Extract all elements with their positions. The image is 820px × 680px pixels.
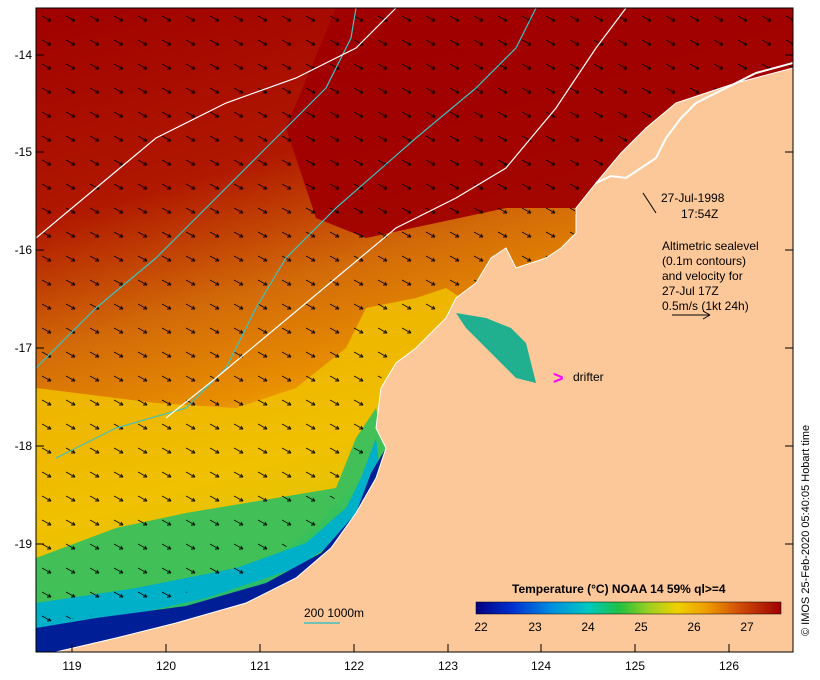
credit-label: © IMOS 25-Feb-2020 05:40:05 Hobart time <box>800 424 812 636</box>
map-time: 17:54Z <box>681 207 718 221</box>
colorbar <box>475 601 782 615</box>
lon-label-122: 122 <box>344 659 364 673</box>
drifter-label: drifter <box>573 370 604 384</box>
altimetry-line-4: 27-Jul 17Z <box>662 284 719 298</box>
altimetry-line-5: 0.5m/s (1kt 24h) <box>662 299 749 313</box>
lat-label-14: -14 <box>15 48 33 62</box>
colorbar-tick-25: 25 <box>634 620 648 634</box>
lon-label-126: 126 <box>719 659 739 673</box>
lat-label-15: -15 <box>15 145 33 159</box>
lat-label-16: -16 <box>15 243 33 257</box>
colorbar-tick-22: 22 <box>474 620 488 634</box>
depth-legend: 200 1000m <box>304 606 364 620</box>
lon-label-124: 124 <box>531 659 551 673</box>
altimetry-line-3: and velocity for <box>662 269 743 283</box>
lon-label-125: 125 <box>625 659 645 673</box>
colorbar-title: Temperature (°C) NOAA 14 59% ql>=4 <box>512 582 726 596</box>
lat-label-17: -17 <box>15 341 33 355</box>
lon-label-120: 120 <box>156 659 176 673</box>
lon-label-119: 119 <box>62 659 81 673</box>
lat-label-19: -19 <box>15 537 33 551</box>
lon-label-121: 121 <box>250 659 270 673</box>
sst-map-svg: 27-Jul-1998 17:54Z Altimetric sealevel (… <box>36 8 793 652</box>
altimetry-line-2: (0.1m contours) <box>662 254 746 268</box>
colorbar-tick-27: 27 <box>740 620 754 634</box>
map-date: 27-Jul-1998 <box>661 191 725 205</box>
sst-map: 27-Jul-1998 17:54Z Altimetric sealevel (… <box>36 8 793 652</box>
lat-label-18: -18 <box>15 439 33 453</box>
lon-label-123: 123 <box>438 659 458 673</box>
altimetry-line-1: Altimetric sealevel <box>662 239 759 253</box>
drifter-icon: > <box>553 368 564 388</box>
colorbar-tick-23: 23 <box>528 620 542 634</box>
colorbar-tick-26: 26 <box>687 620 701 634</box>
colorbar-tick-24: 24 <box>581 620 595 634</box>
